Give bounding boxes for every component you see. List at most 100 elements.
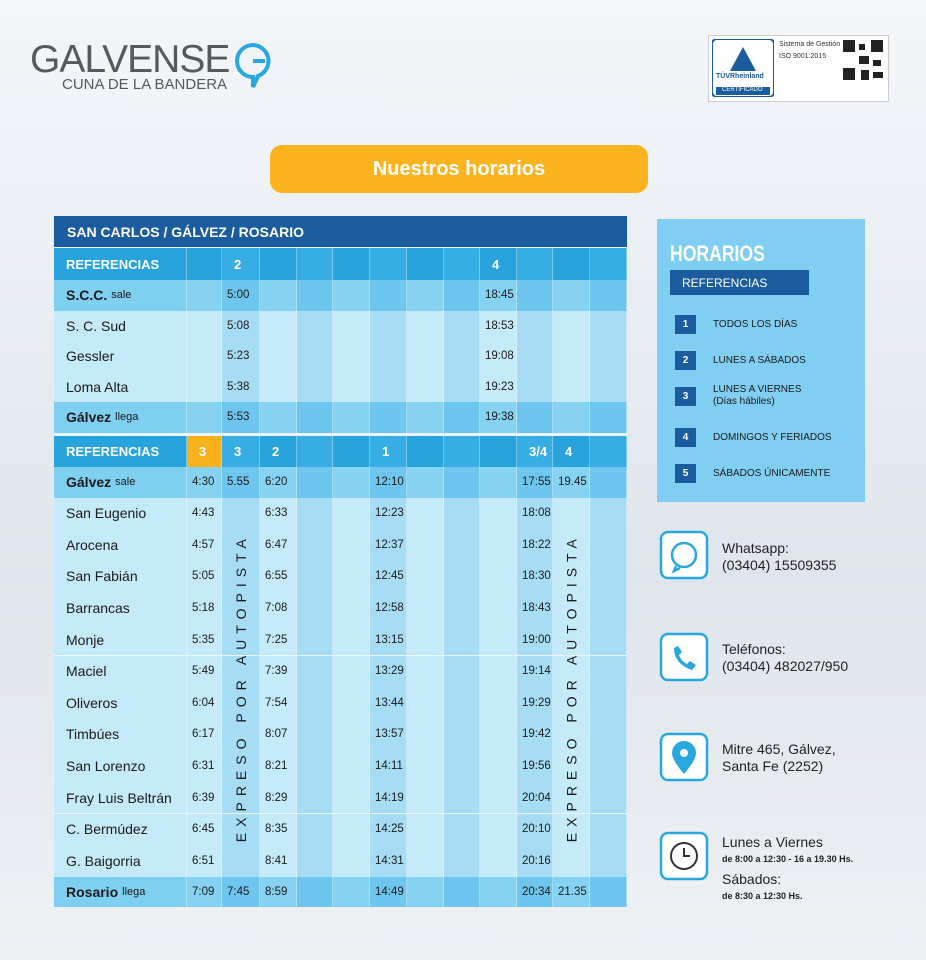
time-cell	[553, 341, 590, 372]
stop-name: Barrancas	[54, 592, 187, 624]
time-cell	[590, 845, 627, 877]
stop-name: G. Baigorria	[54, 845, 187, 877]
time-cell	[407, 623, 444, 656]
time-cell	[297, 341, 333, 372]
time-cell	[187, 402, 222, 433]
time-cell	[590, 750, 627, 782]
time-cell: 20:10	[517, 813, 553, 846]
ref-code	[187, 248, 222, 280]
time-cell	[333, 813, 370, 846]
time-cell: 6:31	[187, 750, 222, 782]
ref-label: REFERENCIAS	[54, 248, 187, 280]
time-cell	[407, 813, 444, 846]
ref-code	[333, 248, 370, 280]
time-cell	[590, 467, 627, 498]
time-cell	[297, 781, 333, 814]
ref-label: REFERENCIAS	[54, 436, 187, 467]
ref-number: 4	[675, 428, 696, 447]
stop-name-text: Rosario	[66, 883, 119, 900]
time-cell	[444, 781, 480, 814]
time-cell	[260, 310, 297, 341]
time-cell: 19:29	[517, 687, 553, 719]
ref-text: LUNES A VIERNES	[713, 384, 802, 395]
time-cell	[297, 529, 333, 561]
time-cell	[553, 655, 590, 688]
time-cell: 19:56	[517, 750, 553, 782]
cert-brand: TÜVRheinland	[716, 73, 764, 80]
contact-line: de 8:00 a 12:30 - 16 a 19.30 Hs.	[722, 854, 854, 864]
time-cell: 13:15	[370, 623, 407, 656]
time-cell	[480, 813, 517, 846]
time-cell	[407, 718, 444, 751]
time-cell	[590, 655, 627, 688]
ref-code: 1	[370, 436, 407, 467]
ref-code	[590, 436, 627, 467]
certificate-badge: TÜVRheinland CERTIFICADO Sistema de Gest…	[708, 35, 889, 102]
time-cell	[407, 529, 444, 561]
time-cell	[444, 280, 480, 311]
stop-name-text: Monje	[66, 631, 105, 648]
time-cell	[407, 402, 444, 433]
time-cell: 7:09	[187, 876, 222, 908]
time-cell	[444, 845, 480, 877]
stop-name-text: S. C. Sud	[66, 317, 126, 334]
ref-code: 3/4	[517, 436, 553, 467]
contact-line: Santa Fe (2252)	[722, 758, 824, 774]
time-cell	[590, 876, 627, 908]
ref-code	[407, 436, 444, 467]
time-cell	[407, 876, 444, 908]
stop-name-text: Maciel	[66, 663, 107, 680]
time-cell	[297, 467, 333, 498]
ref-code	[444, 248, 480, 280]
time-cell: 5:38	[222, 371, 260, 402]
stop-name: San Fabián	[54, 560, 187, 593]
ref-number: 3	[675, 387, 696, 406]
time-cell	[553, 371, 590, 402]
time-cell	[297, 497, 333, 530]
time-cell: 5:49	[187, 655, 222, 688]
time-cell	[553, 750, 590, 782]
stop-name: C. Bermúdez	[54, 813, 187, 846]
time-cell: 19:23	[480, 371, 517, 402]
time-cell: 7:45	[222, 876, 260, 908]
time-cell: 18:08	[517, 497, 553, 530]
ref-code	[297, 248, 333, 280]
time-cell	[590, 371, 627, 402]
time-cell: 5:53	[222, 402, 260, 433]
time-cell	[407, 341, 444, 372]
stop-name-text: Fray Luis Beltrán	[66, 789, 172, 806]
time-cell: 8:35	[260, 813, 297, 846]
qr-code	[841, 38, 885, 82]
time-cell	[222, 655, 260, 688]
stop-name-text: Gessler	[66, 348, 115, 365]
time-cell	[517, 402, 553, 433]
time-cell: 18:43	[517, 592, 553, 624]
stop-name: Gessler	[54, 341, 187, 372]
time-cell	[444, 529, 480, 561]
time-cell	[553, 813, 590, 846]
time-cell	[480, 623, 517, 656]
cert-logo	[712, 39, 774, 97]
time-cell	[553, 560, 590, 593]
time-cell: 4:57	[187, 529, 222, 561]
ref-number: 2	[675, 351, 696, 370]
ref-code	[333, 436, 370, 467]
schedule-button[interactable]: Nuestros horarios	[270, 145, 648, 193]
time-cell: 8:21	[260, 750, 297, 782]
stop-name: Monje	[54, 623, 187, 656]
time-cell	[297, 845, 333, 877]
time-cell: 19:00	[517, 623, 553, 656]
ref-code: 4	[480, 248, 517, 280]
time-cell	[333, 341, 370, 372]
contact-line: Teléfonos:	[722, 641, 786, 657]
time-cell	[297, 655, 333, 688]
contact-line: de 8:30 a 12:30 Hs.	[722, 891, 803, 901]
time-cell	[444, 718, 480, 751]
contact-line: Sábados:	[722, 871, 782, 887]
time-cell	[444, 592, 480, 624]
time-cell	[590, 623, 627, 656]
ref-text: TODOS LOS DÍAS	[713, 319, 798, 330]
time-cell	[297, 813, 333, 846]
ref-code	[553, 248, 590, 280]
time-cell: 6:51	[187, 845, 222, 877]
